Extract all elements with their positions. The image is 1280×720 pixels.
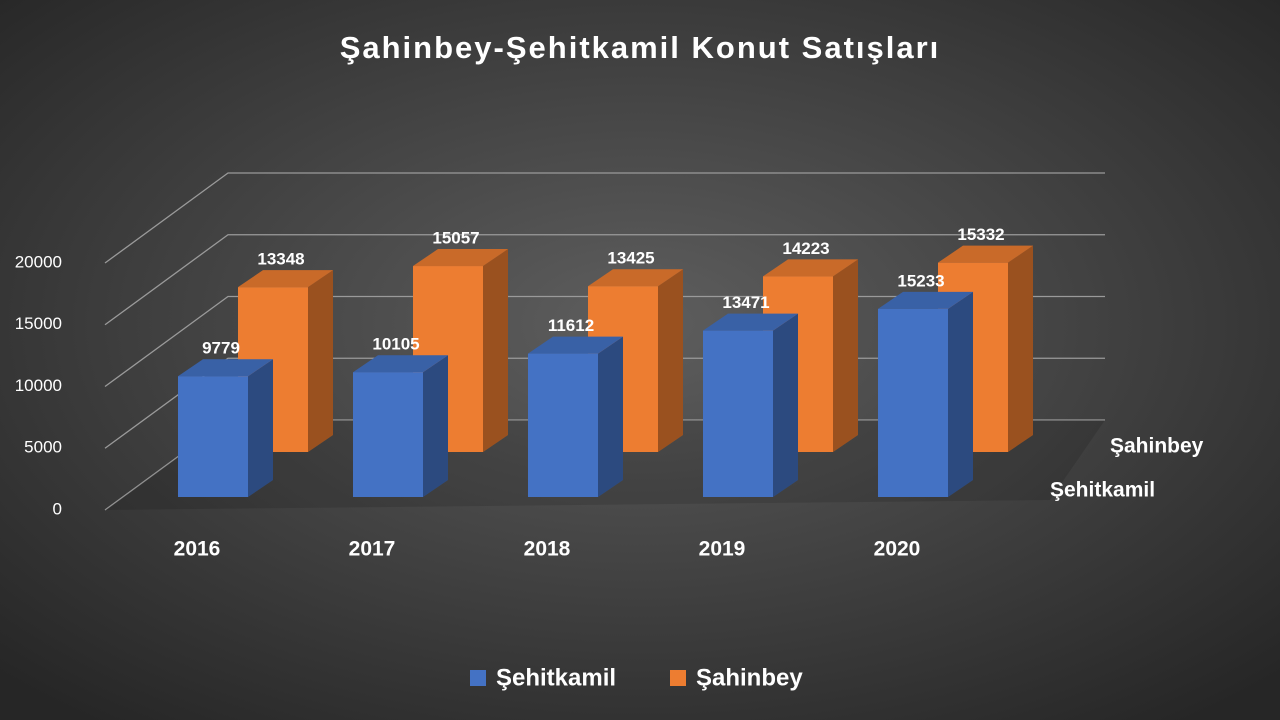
bar-top-shade [353, 355, 448, 373]
legend-swatch [470, 670, 486, 686]
y-tick-label: 15000 [15, 314, 62, 333]
data-label: 11612 [548, 316, 594, 335]
x-tick-label: 2018 [524, 538, 571, 561]
bar-side [483, 249, 508, 452]
legend-swatch [670, 670, 686, 686]
bar-side [833, 259, 858, 452]
y-tick-label: 0 [53, 499, 62, 518]
bar-top [938, 245, 1033, 263]
bar-top [353, 355, 448, 373]
bar-side-shade [423, 355, 448, 497]
bar-side [1008, 245, 1033, 452]
data-label: 15233 [897, 271, 944, 290]
bar [528, 353, 598, 497]
bar-top-shade [878, 291, 973, 309]
data-label: 13471 [722, 293, 769, 312]
bar-top-shade [763, 259, 858, 277]
bar-top-shade [588, 269, 683, 287]
x-tick-label: 2019 [699, 538, 746, 561]
data-label: 13348 [257, 250, 304, 269]
bar-side-shade [833, 259, 858, 452]
bar-top [703, 313, 798, 331]
bar-top-shade [938, 245, 1033, 263]
bar-top-shade [528, 336, 623, 354]
bar-side-shade [483, 249, 508, 452]
data-label: 10105 [372, 335, 419, 354]
bar [878, 308, 948, 497]
plot-area: 0 5000 10000 15000 20000 13348 15057 13425 14223… [15, 172, 1204, 691]
y-tick-label: 20000 [15, 252, 62, 271]
bar-side [248, 359, 273, 497]
legend-label: Şahinbey [696, 664, 803, 691]
bar [353, 372, 423, 497]
bar-top [588, 269, 683, 287]
grid-line [104, 234, 1105, 326]
data-label: 13425 [607, 249, 654, 268]
chart-title: Şahinbey-Şehitkamil Konut Satışları [340, 30, 941, 65]
bar-side [308, 270, 333, 452]
bar-side [948, 291, 973, 497]
bar-side-shade [658, 269, 683, 452]
bar-top [878, 291, 973, 309]
data-label: 15057 [432, 229, 479, 248]
bar-top [413, 249, 508, 267]
bar-top-shade [413, 249, 508, 267]
bar-side-shade [598, 336, 623, 497]
bar-side-shade [308, 270, 333, 452]
depth-label: Şehitkamil [1050, 479, 1155, 502]
bar-side-shade [948, 291, 973, 497]
data-label: 9779 [202, 339, 240, 358]
bar-side [598, 336, 623, 497]
depth-label: Şahinbey [1110, 435, 1204, 458]
x-tick-label: 2016 [174, 538, 221, 561]
bar-side-shade [1008, 245, 1033, 452]
bar-side [773, 313, 798, 497]
bar-side-shade [248, 359, 273, 497]
x-tick-label: 2017 [349, 538, 396, 561]
bar-top [763, 259, 858, 277]
y-tick-label: 5000 [24, 438, 62, 457]
x-tick-label: 2020 [874, 538, 921, 561]
bar-top [238, 270, 333, 288]
bar-top-shade [703, 313, 798, 331]
grid-line [104, 172, 1105, 264]
bar-top [528, 336, 623, 354]
bar [703, 330, 773, 497]
legend-label: Şehitkamil [496, 664, 616, 691]
bar-side [423, 355, 448, 497]
bar-side [658, 269, 683, 452]
data-label: 15332 [957, 225, 1004, 244]
y-tick-label: 10000 [15, 376, 62, 395]
bar-top [178, 359, 273, 377]
data-label: 14223 [782, 239, 829, 258]
bar-top-shade [238, 270, 333, 288]
bar-top-shade [178, 359, 273, 377]
bar-side-shade [773, 313, 798, 497]
bar [178, 376, 248, 497]
